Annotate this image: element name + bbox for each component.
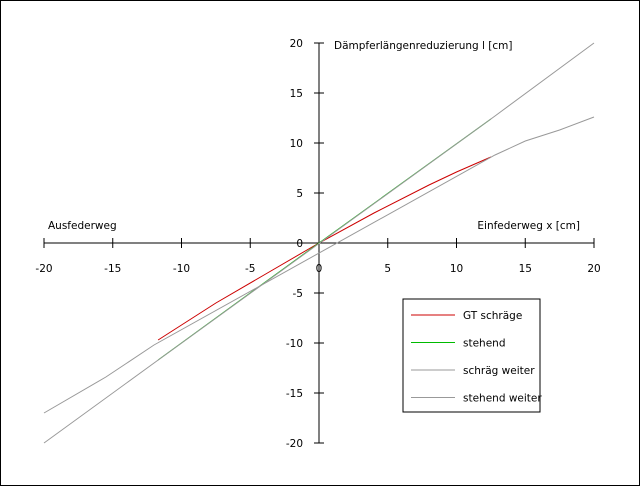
y-axis-label: Dämpferlängenreduzierung l [cm] xyxy=(334,40,513,52)
y-tick-label: 20 xyxy=(290,38,303,50)
series-line-0 xyxy=(157,156,492,341)
y-tick-label: -20 xyxy=(286,438,303,450)
legend-label: stehend xyxy=(463,338,505,350)
x-axis-label-left: Ausfederweg xyxy=(48,220,117,232)
y-tick-label: -10 xyxy=(286,338,303,350)
x-tick-label: -20 xyxy=(35,263,52,275)
legend-label: stehend weiter xyxy=(463,393,542,405)
x-tick-label: 15 xyxy=(519,263,532,275)
x-tick-label: -5 xyxy=(245,263,255,275)
series-line-3 xyxy=(43,42,595,444)
x-tick-label: 0 xyxy=(316,263,323,275)
legend: GT schräge stehend schräg weiter stehend we… xyxy=(402,298,542,413)
y-tick-label: 5 xyxy=(296,188,303,200)
x-tick-label: -10 xyxy=(173,263,190,275)
legend-box xyxy=(402,298,541,413)
axes-layer: -20 -15 -10 -5 0 5 10 15 20 20 15 10 5 -5 -10 -15 -20 0 xyxy=(35,38,600,450)
y-tick-label: 15 xyxy=(290,88,303,100)
x-tick-label: 10 xyxy=(450,263,463,275)
y-tick-label: 0 xyxy=(296,238,303,250)
x-tick-label: 20 xyxy=(587,263,600,275)
legend-label: GT schräge xyxy=(463,310,522,322)
y-tick-label: -5 xyxy=(293,288,303,300)
y-tick-label: 10 xyxy=(290,138,303,150)
legend-items: GT schräge stehend schräg weiter stehend we… xyxy=(411,310,542,405)
x-tick-label: 5 xyxy=(384,263,391,275)
legend-label: schräg weiter xyxy=(463,365,535,377)
x-axis-label-right: Einfederweg x [cm] xyxy=(477,220,580,232)
y-tick-label: -15 xyxy=(286,388,303,400)
series-line-2 xyxy=(43,116,595,414)
x-tick-label: -15 xyxy=(104,263,121,275)
series-layer xyxy=(43,42,595,444)
